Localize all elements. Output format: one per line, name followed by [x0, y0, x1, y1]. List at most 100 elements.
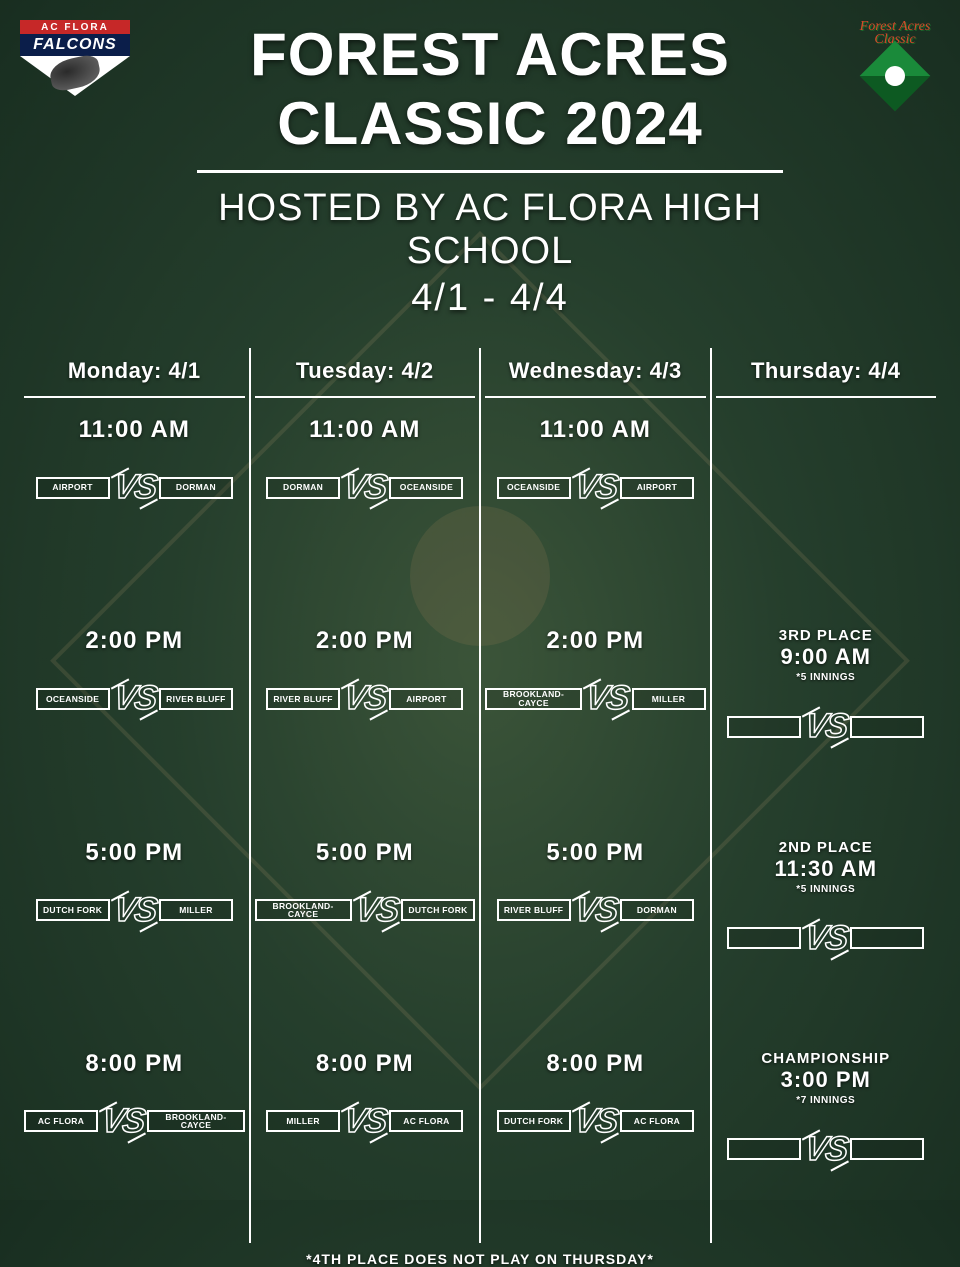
vs-label: VS [110, 685, 159, 712]
team-left: RIVER BLUFF [497, 899, 571, 921]
team-left: OCEANSIDE [497, 477, 571, 499]
day-column: Tuesday: 4/2 11:00 AM DORMANVSOCEANSIDE 2:0… [251, 348, 482, 1243]
game-slot: CHAMPIONSHIP3:00 PM *7 INNINGS VS [716, 1032, 937, 1243]
day-column: Monday: 4/1 11:00 AM AIRPORTVSDORMAN 2:00 P… [20, 348, 251, 1243]
slot-note: *7 INNINGS [796, 1095, 855, 1106]
main-title: FOREST ACRES CLASSIC 2024 [145, 20, 835, 158]
game-slot: 5:00 PM RIVER BLUFFVSDORMAN [485, 821, 706, 1032]
game-time: 8:00 PM [316, 1050, 414, 1078]
vs-label: VS [340, 474, 389, 501]
team-right [850, 1138, 924, 1160]
team-right: DORMAN [620, 899, 694, 921]
team-right: OCEANSIDE [389, 477, 463, 499]
team-left [727, 716, 801, 738]
team-left: DUTCH FORK [497, 1110, 571, 1132]
game-slot: 2:00 PM OCEANSIDEVSRIVER BLUFF [24, 609, 245, 820]
day-header: Tuesday: 4/2 [255, 348, 476, 398]
title-block: FOREST ACRES CLASSIC 2024 HOSTED BY AC F… [145, 20, 835, 320]
team-right [850, 716, 924, 738]
slot-title: CHAMPIONSHIP [761, 1050, 890, 1067]
game-slot: 3RD PLACE9:00 AM*5 INNINGSVS [716, 609, 937, 820]
team-right: MILLER [159, 899, 233, 921]
game-slot: 2:00 PM RIVER BLUFFVSAIRPORT [255, 609, 476, 820]
game-time: 5:00 PM [546, 839, 644, 867]
game-time: 2:00 PM [85, 627, 183, 655]
game-time: 5:00 PM [316, 839, 414, 867]
team-left: DUTCH FORK [36, 899, 110, 921]
team-right: AC FLORA [620, 1110, 694, 1132]
divider [197, 170, 784, 173]
slot-title: 3RD PLACE [779, 627, 873, 644]
game-slot [716, 398, 937, 609]
date-range: 4/1 - 4/4 [145, 277, 835, 320]
team-left [727, 927, 801, 949]
game-time: 2:00 PM [546, 627, 644, 655]
vs-label: VS [352, 897, 401, 924]
vs-label: VS [340, 685, 389, 712]
vs-label: VS [801, 1136, 850, 1163]
vs-label: VS [571, 474, 620, 501]
matchup: VS [716, 713, 937, 740]
game-time: 11:00 AM [309, 416, 420, 444]
day-column: Wednesday: 4/311:00 AMOCEANSIDEVSAIRPORT… [481, 348, 712, 1243]
logo-left-line1: AC FLORA [20, 20, 130, 34]
matchup: AIRPORTVSDORMAN [24, 474, 245, 501]
header: AC FLORA FALCONS FOREST ACRES CLASSIC 20… [20, 20, 940, 320]
day-header: Thursday: 4/4 [716, 348, 937, 398]
team-right: DORMAN [159, 477, 233, 499]
matchup: OCEANSIDEVSAIRPORT [485, 474, 706, 501]
matchup: OCEANSIDEVSRIVER BLUFF [24, 685, 245, 712]
diamond-icon [860, 40, 931, 111]
game-time: 11:30 AM [774, 856, 877, 882]
team-right [850, 927, 924, 949]
game-slot: 11:00 AM DORMANVSOCEANSIDE [255, 398, 476, 609]
team-left: BROOKLAND-CAYCE [485, 688, 582, 710]
vs-label: VS [571, 897, 620, 924]
vs-label: VS [801, 713, 850, 740]
team-left [727, 1138, 801, 1160]
slot-title: 2ND PLACE [779, 839, 873, 856]
game-time: 5:00 PM [85, 839, 183, 867]
day-header: Monday: 4/1 [24, 348, 245, 398]
matchup: RIVER BLUFFVSAIRPORT [255, 685, 476, 712]
matchup: AC FLORAVSBROOKLAND-CAYCE [24, 1108, 245, 1135]
team-right: MILLER [632, 688, 706, 710]
game-slot: 2ND PLACE11:30 AM*5 INNINGSVS [716, 821, 937, 1032]
game-time: 9:00 AM [780, 644, 871, 670]
vs-label: VS [340, 1108, 389, 1135]
matchup: BROOKLAND-CAYCEVSMILLER [485, 685, 706, 712]
vs-label: VS [110, 897, 159, 924]
game-time: 11:00 AM [79, 416, 190, 444]
game-slot: 5:00 PM DUTCH FORKVSMILLER [24, 821, 245, 1032]
classic-logo: Forest Acres Classic [850, 20, 940, 110]
matchup: BROOKLAND-CAYCEVSDUTCH FORK [255, 897, 476, 924]
game-slot: 5:00 PM BROOKLAND-CAYCEVSDUTCH FORK [255, 821, 476, 1032]
game-time: 8:00 PM [85, 1050, 183, 1078]
game-slot: 11:00 AM AIRPORTVSDORMAN [24, 398, 245, 609]
vs-label: VS [801, 925, 850, 952]
game-slot: 8:00 PMDUTCH FORKVSAC FLORA [485, 1032, 706, 1243]
game-time: 3:00 PM [781, 1067, 871, 1093]
logo-left-name: FALCONS [20, 34, 130, 56]
matchup: MILLERVSAC FLORA [255, 1108, 476, 1135]
footer-note: *4TH PLACE DOES NOT PLAY ON THURSDAY* [20, 1251, 940, 1267]
game-time: 8:00 PM [546, 1050, 644, 1078]
falcon-icon [20, 56, 130, 96]
team-left: RIVER BLUFF [266, 688, 340, 710]
team-left: OCEANSIDE [36, 688, 110, 710]
logo-right-line1: Forest Acres [850, 20, 940, 33]
matchup: DORMANVSOCEANSIDE [255, 474, 476, 501]
vs-label: VS [98, 1108, 147, 1135]
subtitle: HOSTED BY AC FLORA HIGH SCHOOL [145, 187, 835, 273]
team-left: BROOKLAND-CAYCE [255, 899, 352, 921]
team-right: RIVER BLUFF [159, 688, 233, 710]
vs-label: VS [582, 685, 631, 712]
matchup: VS [716, 925, 937, 952]
team-left: AC FLORA [24, 1110, 98, 1132]
matchup: RIVER BLUFFVSDORMAN [485, 897, 706, 924]
team-right: BROOKLAND-CAYCE [147, 1110, 244, 1132]
game-time: 2:00 PM [316, 627, 414, 655]
game-slot: 11:00 AMOCEANSIDEVSAIRPORT [485, 398, 706, 609]
team-right: AIRPORT [620, 477, 694, 499]
game-slot: 2:00 PM BROOKLAND-CAYCEVSMILLER [485, 609, 706, 820]
